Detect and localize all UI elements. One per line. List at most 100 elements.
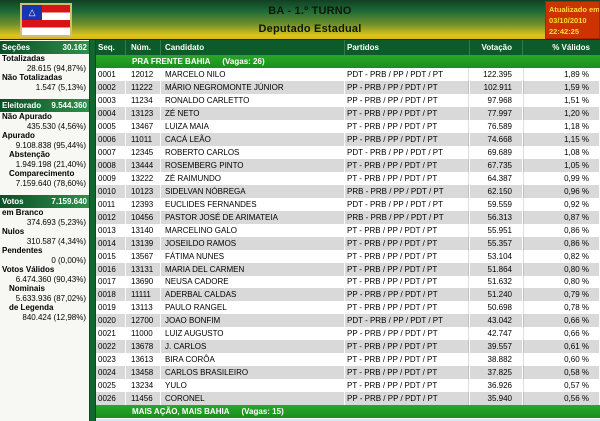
column-header-votacao: Votação xyxy=(470,40,523,55)
cell-seq: 0021 xyxy=(96,327,126,341)
stat-value: 0 (0,00%) xyxy=(51,255,86,265)
section-header-bar: Eleitorado 9.544.360 xyxy=(0,99,89,112)
cell-partidos: PP - PRB / PP / PDT / PT xyxy=(345,93,470,107)
cell-pct: 0,66 % xyxy=(523,314,600,328)
stat-item: Nulos 310.587 (4,34%) xyxy=(0,227,89,246)
table-row: 0010 10123 SIDELVAN NÓBREGA PRB - PRB / … xyxy=(96,184,600,198)
cell-pct: 1,20 % xyxy=(523,106,600,120)
cell-num: 12345 xyxy=(126,145,161,159)
stat-label: Não Apurado xyxy=(2,112,52,121)
flag-canton-triangle-icon: △ xyxy=(22,5,43,20)
cell-votacao: 51.240 xyxy=(470,288,523,302)
cell-pct: 1,08 % xyxy=(523,145,600,159)
stat-value: 7.159.640 (78,60%) xyxy=(15,178,86,188)
cell-seq: 0012 xyxy=(96,210,126,224)
table-row: 0014 13139 JOSEILDO RAMOS PT - PRB / PP … xyxy=(96,236,600,250)
cell-num: 11234 xyxy=(126,93,161,107)
section-total: 30.162 xyxy=(62,43,87,52)
cell-pct: 0,58 % xyxy=(523,366,600,380)
stat-label: Apurado xyxy=(2,131,35,140)
table-row: 0019 13113 PAULO RANGEL PT - PRB / PP / … xyxy=(96,301,600,315)
table-row: 0024 13458 CARLOS BRASILEIRO PT - PRB / … xyxy=(96,366,600,380)
stat-value: 5.633.936 (87,02%) xyxy=(15,293,86,303)
cell-pct: 1,05 % xyxy=(523,158,600,172)
cell-num: 13123 xyxy=(126,106,161,120)
page-subtitle: Deputado Estadual xyxy=(258,22,362,35)
column-gridline xyxy=(468,68,469,405)
section-items: Totalizadas 28.615 (94,87%) Não Totaliza… xyxy=(0,54,89,92)
cell-pct: 0,80 % xyxy=(523,262,600,276)
cell-candidato: JOSEILDO RAMOS xyxy=(161,236,345,250)
cell-candidato: BIRA CORÔA xyxy=(161,353,345,367)
stat-label: Totalizadas xyxy=(2,54,45,63)
cell-partidos: PT - PRB / PP / PDT / PT xyxy=(345,119,470,133)
cell-seq: 0017 xyxy=(96,275,126,289)
cell-partidos: PP - PRB / PP / PDT / PT xyxy=(345,288,470,302)
cell-votacao: 55.951 xyxy=(470,223,523,237)
table-row: 0009 13222 ZÉ RAIMUNDO PT - PRB / PP / P… xyxy=(96,171,600,185)
cell-num: 12393 xyxy=(126,197,161,211)
cell-num: 13222 xyxy=(126,171,161,185)
cell-num: 12012 xyxy=(126,68,161,81)
cell-candidato: CORONEL xyxy=(161,392,345,405)
cell-candidato: CACÁ LEÃO xyxy=(161,132,345,146)
cell-partidos: PDT - PRB / PP / PDT / PT xyxy=(345,68,470,81)
stat-value: 310.587 (4,34%) xyxy=(26,236,86,246)
stat-item: Votos Válidos 6.474.360 (90,43%) xyxy=(0,265,89,284)
cell-votacao: 62.150 xyxy=(470,184,523,198)
cell-partidos: PDT - PRB / PP / PDT / PT xyxy=(345,314,470,328)
cell-votacao: 35.940 xyxy=(470,392,523,405)
cell-pct: 0,60 % xyxy=(523,353,600,367)
cell-partidos: PT - PRB / PP / PDT / PT xyxy=(345,301,470,315)
cell-pct: 0,87 % xyxy=(523,210,600,224)
table-row: 0004 13123 ZÉ NETO PT - PRB / PP / PDT /… xyxy=(96,106,600,120)
stat-item: Não Apurado 435.530 (4,56%) xyxy=(0,112,89,131)
cell-num: 13678 xyxy=(126,340,161,354)
sidebar-sections: Seções 30.162 Totalizadas 28.615 (94,87%… xyxy=(0,41,89,322)
cell-seq: 0019 xyxy=(96,301,126,315)
cell-seq: 0016 xyxy=(96,262,126,276)
cell-partidos: PRB - PRB / PP / PDT / PT xyxy=(345,184,470,198)
cell-pct: 0,66 % xyxy=(523,327,600,341)
cell-votacao: 59.559 xyxy=(470,197,523,211)
cell-pct: 1,89 % xyxy=(523,68,600,81)
stat-item: Abstenção 1.949.198 (21,40%) xyxy=(0,150,89,169)
cell-votacao: 51.632 xyxy=(470,275,523,289)
table-row: 0001 12012 MARCELO NILO PDT - PRB / PP /… xyxy=(96,68,600,81)
cell-votacao: 76.589 xyxy=(470,119,523,133)
cell-partidos: PT - PRB / PP / PDT / PT xyxy=(345,262,470,276)
cell-num: 13113 xyxy=(126,301,161,315)
cell-num: 13458 xyxy=(126,366,161,380)
cell-num: 11456 xyxy=(126,392,161,405)
table-row: 0003 11234 RONALDO CARLETTO PP - PRB / P… xyxy=(96,93,600,107)
header-titles: BA - 1.º TURNO Deputado Estadual xyxy=(80,0,540,40)
cell-num: 10456 xyxy=(126,210,161,224)
stat-item: Nominais 5.633.936 (87,02%) xyxy=(0,284,89,303)
stat-item: de Legenda 840.424 (12,98%) xyxy=(0,303,89,322)
cell-votacao: 43.042 xyxy=(470,314,523,328)
cell-seq: 0018 xyxy=(96,288,126,302)
section-total: 7.159.640 xyxy=(51,197,87,206)
cell-candidato: LUIZA MAIA xyxy=(161,119,345,133)
cell-candidato: PAULO RANGEL xyxy=(161,301,345,315)
cell-num: 12700 xyxy=(126,314,161,328)
page-title: BA - 1.º TURNO xyxy=(268,5,352,18)
cell-seq: 0011 xyxy=(96,197,126,211)
cell-candidato: ZÉ NETO xyxy=(161,106,345,120)
cell-votacao: 122.395 xyxy=(470,68,523,81)
cell-candidato: ROBERTO CARLOS xyxy=(161,145,345,159)
cell-candidato: RONALDO CARLETTO xyxy=(161,93,345,107)
table-row: 0012 10456 PASTOR JOSÉ DE ARIMATEIA PRB … xyxy=(96,210,600,224)
cell-num: 13613 xyxy=(126,353,161,367)
cell-votacao: 97.968 xyxy=(470,93,523,107)
cell-pct: 0,79 % xyxy=(523,288,600,302)
cell-num: 13139 xyxy=(126,236,161,250)
cell-partidos: PT - PRB / PP / PDT / PT xyxy=(345,171,470,185)
stat-value: 374.693 (5,23%) xyxy=(26,217,86,227)
stat-item: Pendentes 0 (0,00%) xyxy=(0,246,89,265)
stat-value: 28.615 (94,87%) xyxy=(26,63,86,73)
column-header-pct-validos: % Válidos xyxy=(552,43,590,52)
cell-pct: 0,86 % xyxy=(523,236,600,250)
cell-num: 13140 xyxy=(126,223,161,237)
stat-label: Nulos xyxy=(2,227,25,236)
